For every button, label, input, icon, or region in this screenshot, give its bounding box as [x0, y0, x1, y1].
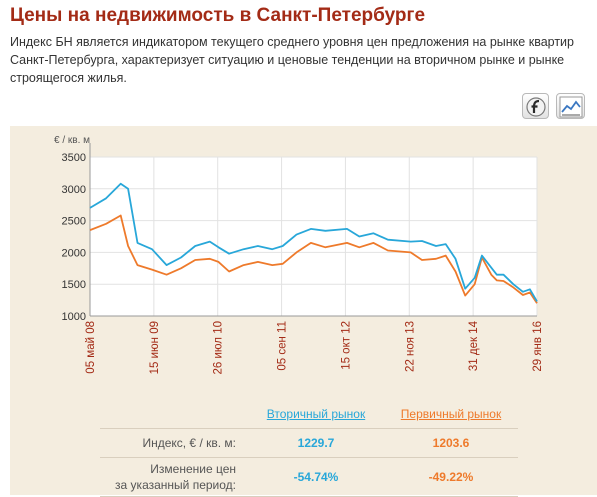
y-tick-label: 3000	[62, 184, 86, 196]
change-label-line2: за указанный период:	[115, 478, 236, 492]
change-label: Изменение цен за указанный период:	[100, 457, 248, 497]
y-tick-label: 3500	[62, 152, 86, 164]
page-title: Цены на недвижимость в Санкт-Петербурге	[10, 5, 426, 26]
index-label: Индекс, € / кв. м:	[100, 428, 248, 458]
x-tick-label: 26 июл 10	[213, 321, 225, 374]
secondary-market-link[interactable]: Вторичный рынок	[248, 400, 384, 429]
line-chart-button[interactable]	[556, 93, 585, 119]
y-tick-label: 1000	[62, 311, 86, 323]
primary-market-label[interactable]: Первичный рынок	[400, 407, 502, 421]
stats-table: Вторичный рынок Первичный рынок Индекс, …	[100, 400, 518, 497]
stats-index-row: Индекс, € / кв. м: 1229.7 1203.6	[100, 428, 518, 458]
line-chart-icon	[559, 96, 583, 118]
change-label-line1: Изменение цен	[150, 462, 236, 476]
primary-market-link[interactable]: Первичный рынок	[384, 400, 518, 429]
stats-header-empty	[100, 400, 248, 429]
y-tick-label: 2000	[62, 247, 86, 259]
secondary-market-label[interactable]: Вторичный рынок	[266, 407, 366, 421]
y-tick-label: 1500	[62, 279, 86, 291]
x-tick-label: 15 окт 12	[340, 321, 352, 370]
price-index-chart[interactable]: 1000 1500 2000 2500 3000 3500 05 май 08 15 июн …	[10, 126, 597, 391]
index-secondary-value: 1229.7	[248, 428, 384, 458]
x-tick-label: 31 дек 14	[468, 320, 480, 371]
flash-icon	[526, 97, 546, 117]
flash-chart-button[interactable]	[522, 93, 549, 119]
y-tick-label: 2500	[62, 216, 86, 228]
stats-change-row: Изменение цен за указанный период: -54.7…	[100, 457, 518, 497]
change-primary-value: -49.22%	[384, 457, 518, 497]
x-tick-label: 15 июн 09	[149, 321, 161, 374]
change-secondary-value: -54.74%	[248, 457, 384, 497]
plot-area	[90, 157, 537, 316]
x-tick-label: 22 ноя 13	[404, 321, 416, 372]
x-tick-label: 29 янв 16	[532, 321, 544, 372]
page-description: Индекс БН является индикатором текущего …	[10, 35, 574, 85]
index-primary-value: 1203.6	[384, 428, 518, 458]
y-axis-label: € / кв. м	[54, 135, 90, 146]
x-tick-label: 05 сен 11	[277, 321, 289, 371]
series-line-primary	[89, 214, 538, 304]
stats-header-row: Вторичный рынок Первичный рынок	[100, 400, 518, 429]
x-tick-label: 05 май 08	[85, 321, 97, 374]
series-line-secondary	[89, 182, 538, 302]
